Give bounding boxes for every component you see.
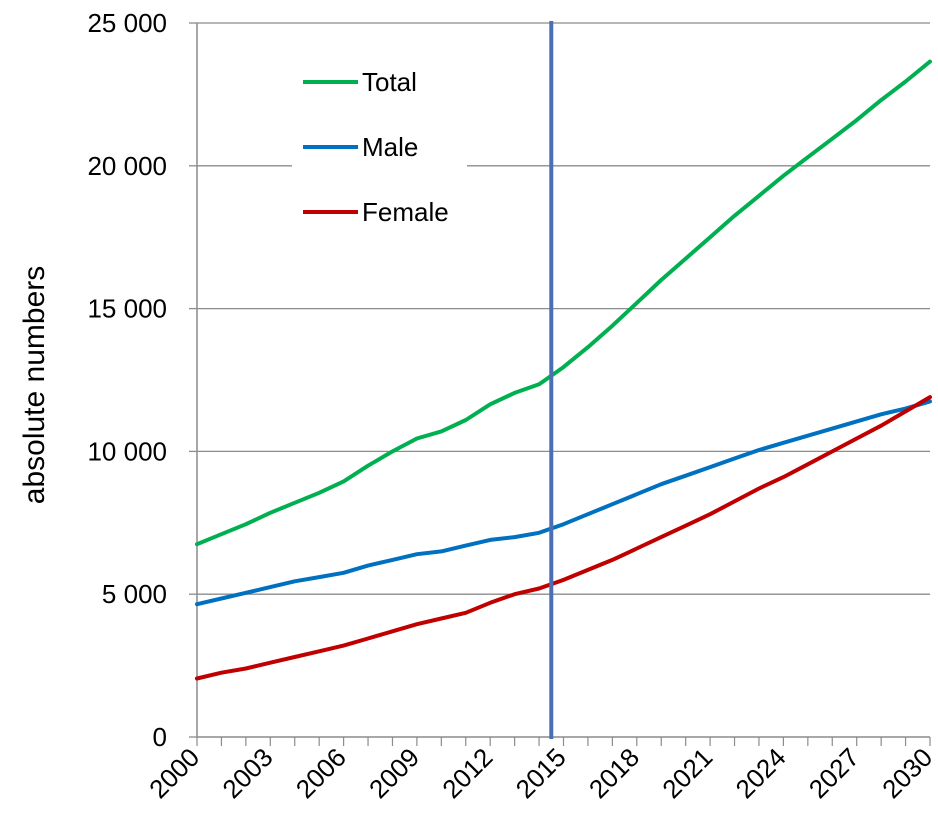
- legend-label-total: Total: [362, 67, 417, 97]
- x-tick-label: 2003: [216, 742, 278, 804]
- y-tick-label: 20 000: [87, 151, 167, 181]
- y-tick-label: 25 000: [87, 8, 167, 38]
- y-tick-label: 0: [153, 722, 167, 752]
- x-tick-label: 2030: [876, 742, 938, 804]
- series-line-male: [195, 399, 932, 607]
- y-tick-label: 15 000: [87, 294, 167, 324]
- y-tick-label: 5 000: [102, 579, 167, 609]
- y-axis-ticks: 0 5 000 10 000 15 000 20 000 25 000: [87, 8, 197, 752]
- x-tick-label: 2015: [510, 742, 572, 804]
- x-tick-label: 2021: [656, 742, 718, 804]
- x-axis-ticks: 2000 2003 2006 2009 2012 2015 2018 2021 2024 2027…: [143, 737, 938, 804]
- series-line-total: [195, 59, 932, 547]
- y-tick-label: 10 000: [87, 436, 167, 466]
- x-tick-label: 2009: [363, 742, 425, 804]
- series-lines: [195, 59, 932, 681]
- series-line-female: [195, 395, 932, 681]
- x-tick-label: 2006: [290, 742, 352, 804]
- x-tick-label: 2024: [730, 742, 792, 804]
- legend-label-male: Male: [362, 132, 418, 162]
- x-tick-label: 2012: [436, 742, 498, 804]
- legend-label-female: Female: [362, 197, 449, 227]
- x-tick-label: 2027: [803, 742, 865, 804]
- y-axis-label: absolute numbers: [18, 266, 51, 504]
- legend: Total Male Female: [292, 55, 467, 245]
- x-tick-label: 2018: [583, 742, 645, 804]
